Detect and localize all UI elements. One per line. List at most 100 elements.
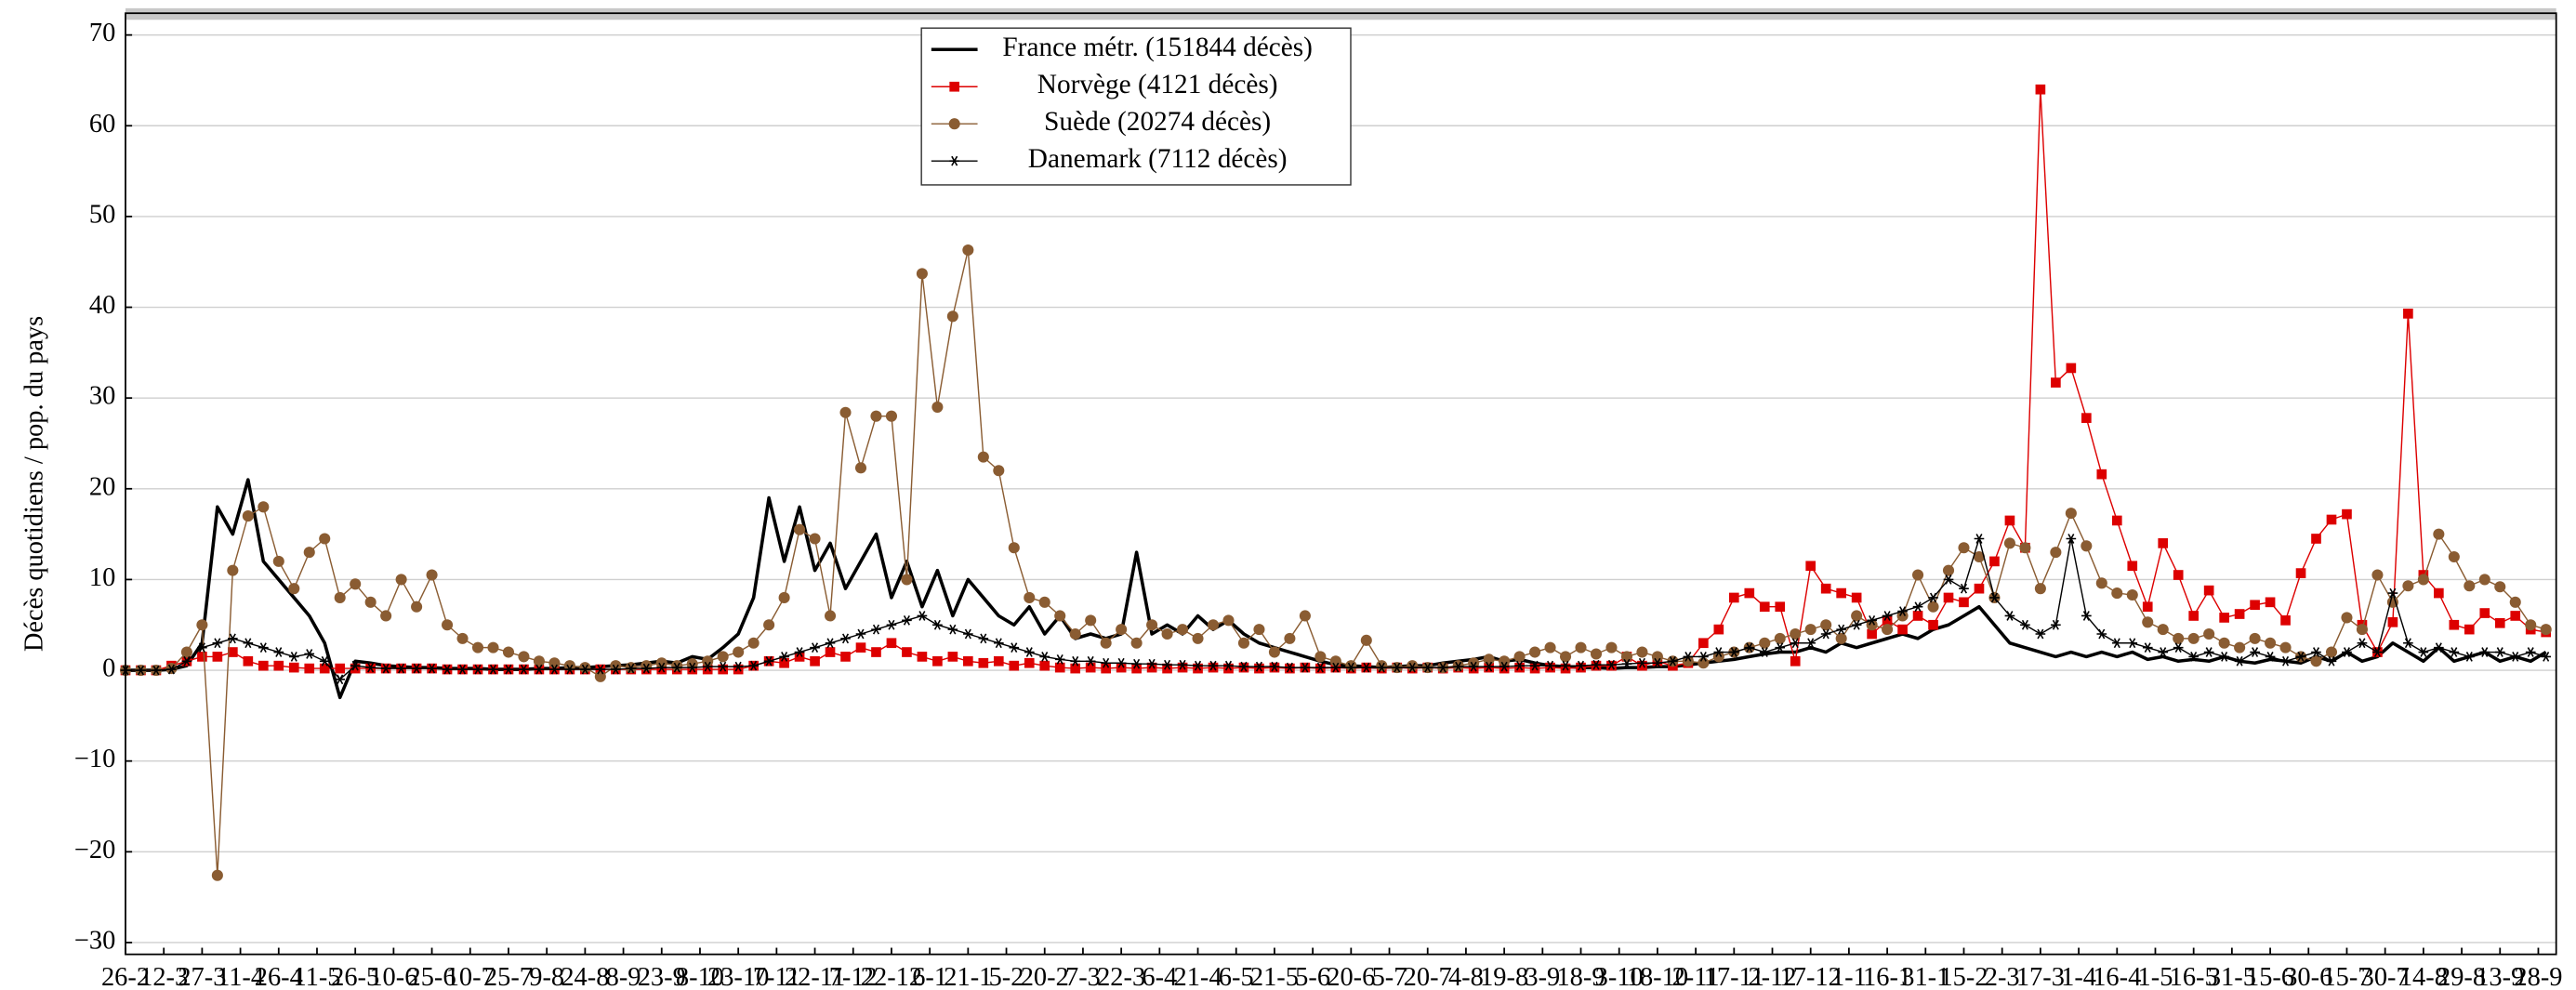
marker: [885, 410, 897, 422]
x-tick-label: 17-11: [1704, 963, 1764, 990]
marker: [1912, 569, 1924, 581]
marker: [1989, 556, 2000, 567]
x-tick-label: 7-11: [753, 963, 800, 990]
marker: [180, 646, 192, 658]
marker: [1820, 628, 1831, 640]
marker: [855, 642, 866, 653]
marker: [304, 649, 315, 659]
marker: [901, 574, 913, 586]
marker: [733, 646, 745, 658]
x-tick-label: 25-6: [408, 963, 456, 990]
marker: [303, 547, 315, 559]
marker: [1329, 655, 1341, 667]
marker: [2081, 413, 2092, 423]
marker: [810, 642, 820, 653]
marker: [442, 619, 454, 631]
marker: [854, 462, 867, 474]
marker: [365, 662, 376, 673]
marker: [228, 647, 238, 657]
marker: [702, 661, 713, 672]
x-tick-label: 21-1: [944, 963, 992, 990]
marker: [1437, 662, 1448, 673]
marker: [1193, 663, 1203, 674]
x-tick-label: 7-3: [1065, 963, 1101, 990]
marker: [1254, 661, 1264, 672]
marker: [1882, 611, 1893, 621]
marker: [1544, 641, 1556, 653]
x-tick-label: 28-9: [2514, 963, 2562, 990]
marker: [917, 611, 928, 621]
y-tick-label: 60: [89, 110, 115, 139]
marker: [1116, 657, 1127, 668]
x-tick-label: 18-9: [1556, 963, 1605, 990]
marker: [2050, 547, 2062, 559]
marker: [2051, 619, 2061, 630]
marker: [1942, 564, 1955, 576]
marker: [2019, 542, 2031, 554]
x-tick-label: 8-9: [606, 963, 641, 990]
marker: [1529, 663, 1540, 674]
legend-label: France métr. (151844 décès): [1002, 33, 1313, 62]
marker: [717, 651, 729, 663]
marker: [1314, 651, 1327, 663]
marker: [2540, 624, 2552, 636]
x-tick-label: 2-3: [1985, 963, 2020, 990]
marker: [932, 619, 943, 630]
marker: [1392, 662, 1403, 673]
legend-box: [920, 27, 1352, 186]
y-tick-label: 30: [89, 382, 115, 411]
marker: [471, 641, 484, 653]
marker: [595, 664, 606, 675]
marker: [2295, 568, 2306, 578]
marker: [1576, 662, 1586, 673]
marker: [2464, 580, 2476, 592]
marker: [1407, 662, 1418, 673]
marker: [2219, 613, 2229, 623]
marker: [2187, 632, 2200, 644]
marker: [1973, 550, 1986, 563]
marker: [2095, 577, 2107, 589]
marker: [1591, 659, 1602, 670]
marker: [1361, 662, 1372, 673]
y-tick-label: −10: [74, 745, 115, 773]
marker: [243, 638, 254, 649]
marker: [2218, 637, 2230, 649]
marker: [2111, 638, 2122, 649]
marker: [2065, 508, 2077, 520]
marker: [2035, 84, 2046, 95]
marker: [1422, 662, 1433, 673]
marker: [1345, 662, 1356, 673]
marker: [2096, 628, 2107, 640]
marker: [2387, 587, 2398, 599]
marker: [2081, 540, 2093, 552]
marker: [2449, 647, 2460, 657]
marker: [2433, 528, 2445, 540]
marker: [1560, 660, 1571, 671]
marker: [1039, 660, 1050, 671]
marker: [1514, 660, 1525, 671]
marker: [1085, 655, 1096, 667]
marker: [1009, 642, 1020, 653]
marker: [2494, 617, 2505, 628]
x-tick-label: 11-5: [293, 963, 340, 990]
x-tick-label: 11-4: [217, 963, 264, 990]
marker: [2158, 538, 2169, 548]
marker: [2295, 652, 2306, 662]
marker: [1927, 601, 1939, 613]
marker: [335, 674, 346, 685]
marker: [1790, 655, 1801, 667]
x-tick-label: 1-5: [2138, 963, 2173, 990]
marker: [2418, 647, 2429, 657]
marker: [1728, 592, 1739, 603]
marker: [396, 663, 406, 674]
marker: [1836, 587, 1846, 599]
legend: France métr. (151844 décès) Norvège (4121…: [920, 27, 1352, 186]
marker: [1208, 660, 1219, 671]
marker: [825, 647, 836, 657]
marker: [2326, 655, 2337, 667]
marker: [1009, 660, 1020, 671]
marker: [2509, 596, 2521, 608]
marker: [1100, 637, 1112, 649]
marker: [2357, 638, 2368, 649]
